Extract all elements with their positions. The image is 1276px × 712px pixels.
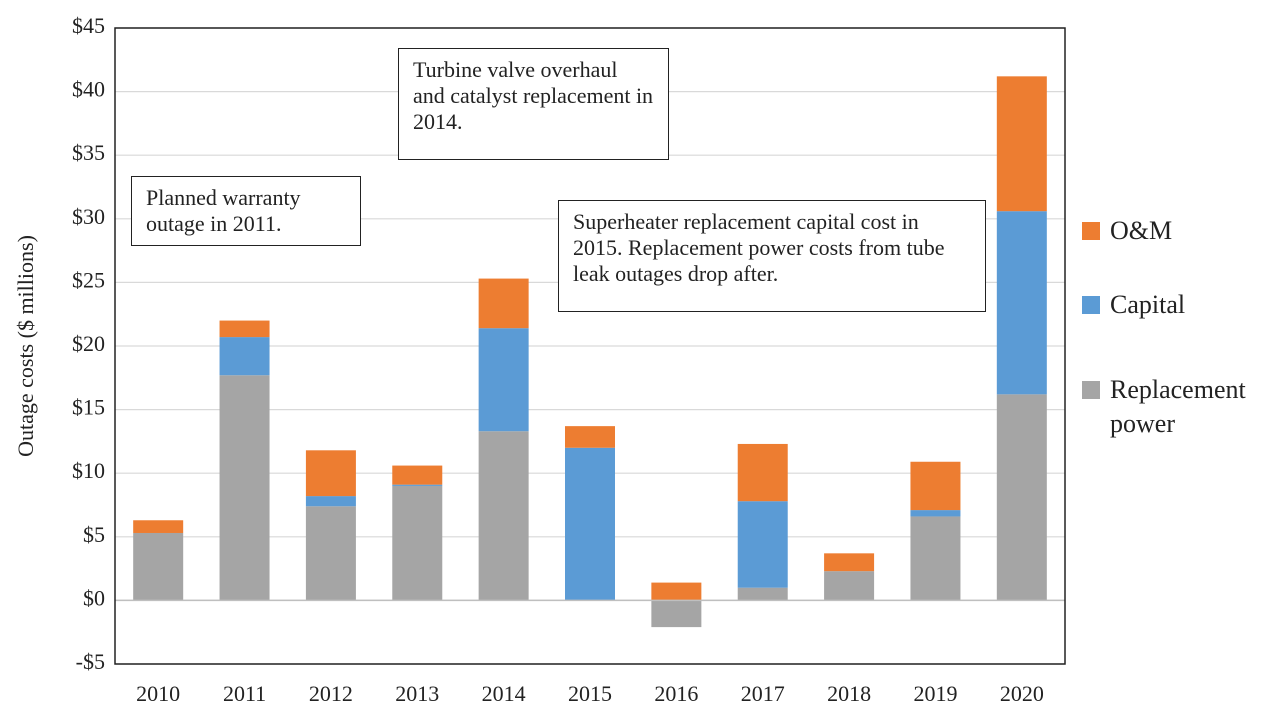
bar-segment xyxy=(392,465,443,485)
bar-segment xyxy=(737,587,788,601)
bar-segment xyxy=(824,553,875,572)
bar-segment xyxy=(737,501,788,588)
x-tick-label: 2016 xyxy=(654,681,698,706)
x-tick-label: 2017 xyxy=(741,681,785,706)
y-tick-label: $20 xyxy=(72,331,105,356)
bar-segment xyxy=(392,485,443,601)
y-tick-label: $45 xyxy=(72,13,105,38)
x-tick-label: 2019 xyxy=(913,681,957,706)
y-tick-label: $5 xyxy=(83,522,105,547)
bar-segment xyxy=(392,484,443,486)
y-tick-label: $10 xyxy=(72,458,105,483)
x-tick-label: 2014 xyxy=(482,681,526,706)
x-tick-label: 2015 xyxy=(568,681,612,706)
y-tick-label: $30 xyxy=(72,204,105,229)
legend-swatch xyxy=(1082,222,1100,240)
legend-label: Replacement power xyxy=(1110,375,1246,438)
x-tick-label: 2018 xyxy=(827,681,871,706)
bar-segment xyxy=(651,582,702,601)
y-tick-label: $40 xyxy=(72,77,105,102)
bar-segment xyxy=(219,337,270,376)
legend-swatch xyxy=(1082,381,1100,399)
legend-item: Replacement power xyxy=(1082,373,1272,441)
legend-item: O&M xyxy=(1082,214,1272,248)
legend-item: Capital xyxy=(1082,288,1272,322)
bar-segment xyxy=(219,320,270,338)
bar-segment xyxy=(996,76,1047,212)
annotation: Planned warranty outage in 2011. xyxy=(131,176,361,246)
y-axis-label: Outage costs ($ millions) xyxy=(13,235,38,457)
annotation: Turbine valve overhaul and catalyst repl… xyxy=(398,48,669,160)
bar-segment xyxy=(305,450,356,497)
y-tick-label: $15 xyxy=(72,395,105,420)
bar-segment xyxy=(565,447,615,601)
bar-segment xyxy=(478,431,529,601)
bar-segment xyxy=(910,516,961,601)
bar-segment xyxy=(305,506,356,601)
legend-label: O&M xyxy=(1110,216,1173,245)
plot-border xyxy=(114,27,1066,665)
bar-segment xyxy=(219,375,270,601)
legend-label: Capital xyxy=(1110,290,1186,319)
bar-segment xyxy=(565,426,615,448)
bar-segment xyxy=(910,461,961,511)
annotation: Superheater replacement capital cost in … xyxy=(558,200,986,312)
bar-segment xyxy=(996,394,1047,601)
x-tick-label: 2020 xyxy=(1000,681,1044,706)
x-tick-label: 2010 xyxy=(136,681,180,706)
bar-segment xyxy=(737,443,788,502)
y-tick-label: $25 xyxy=(72,267,105,292)
y-tick-label: $0 xyxy=(83,585,105,610)
legend-swatch xyxy=(1082,296,1100,314)
y-tick-label: -$5 xyxy=(76,649,105,674)
bar-segment xyxy=(478,278,529,329)
bar-segment xyxy=(478,328,529,432)
bar-segment xyxy=(824,571,875,601)
y-tick-label: $35 xyxy=(72,140,105,165)
bar-segment xyxy=(996,211,1047,395)
bar-segment xyxy=(305,496,356,507)
x-tick-label: 2012 xyxy=(309,681,353,706)
bar-segment xyxy=(133,520,184,533)
bar-segment xyxy=(910,510,961,517)
bar-segment xyxy=(133,532,184,601)
x-tick-label: 2011 xyxy=(223,681,266,706)
x-tick-label: 2013 xyxy=(395,681,439,706)
bar-segment xyxy=(651,600,702,628)
